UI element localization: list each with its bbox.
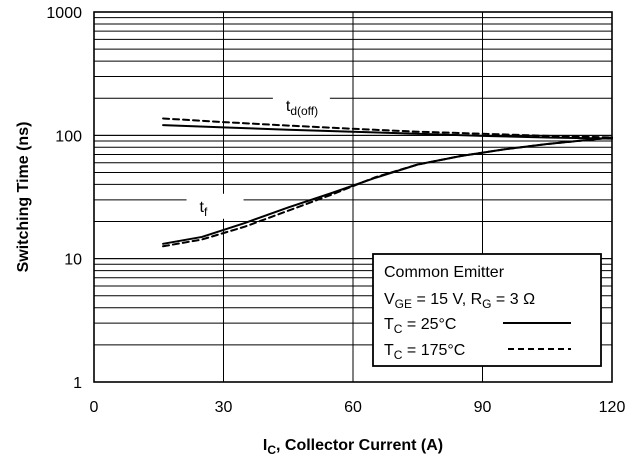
- text-span: = 25°C: [402, 316, 456, 333]
- annotation-background: [272, 92, 330, 118]
- x-axis-ticks: 0 30 60 90 120: [90, 399, 626, 416]
- annotation-subscript: f: [204, 204, 208, 218]
- annotation-background: [186, 193, 244, 219]
- plot-border: [93, 11, 613, 383]
- annotation-main: t: [286, 98, 291, 115]
- series-group: [162, 117, 613, 248]
- x-tick-label: 30: [215, 399, 233, 416]
- series-line-3: [162, 136, 613, 248]
- series-line-1: [162, 117, 613, 139]
- curve-annotation: td(off): [286, 98, 318, 118]
- x-axis-title-subscript: C: [267, 443, 276, 457]
- x-axis-title-main: I: [263, 437, 267, 454]
- subscript-text: GE: [395, 297, 412, 311]
- text-span: T: [384, 342, 394, 359]
- series-line-0: [162, 124, 613, 140]
- y-axis-ticks: 1 10 100 1000: [46, 5, 82, 392]
- subscript-text: G: [482, 297, 491, 311]
- x-tick-label: 90: [474, 399, 492, 416]
- text-span: = 175°C: [402, 342, 465, 359]
- curve-annotations: td(off)tf: [186, 92, 330, 219]
- x-tick-label: 120: [599, 399, 626, 416]
- x-tick-label: 0: [90, 399, 99, 416]
- y-tick-label: 10: [64, 252, 82, 269]
- text-span: = 15 V, R: [412, 291, 482, 308]
- subscript-text: C: [394, 322, 403, 336]
- legend-title: Common Emitter: [384, 264, 505, 281]
- text-span: T: [384, 316, 394, 333]
- series-line-2: [162, 136, 613, 245]
- x-axis-title: IC, Collector Current (A): [263, 437, 443, 457]
- legend-entry-text: TC = 25°C: [384, 316, 456, 336]
- subscript-text: C: [394, 348, 403, 362]
- x-tick-label: 60: [344, 399, 362, 416]
- y-tick-label: 1000: [46, 5, 82, 22]
- x-axis-title-rest: , Collector Current (A): [276, 437, 443, 454]
- y-tick-label: 100: [55, 128, 82, 145]
- text-span: = 3 Ω: [491, 291, 535, 308]
- y-tick-label: 1: [73, 375, 82, 392]
- curve-annotation: tf: [200, 199, 208, 219]
- legend-condition-text: VGE = 15 V, RG = 3 Ω: [384, 291, 535, 311]
- annotation-subscript: d(off): [290, 103, 318, 117]
- text-span: V: [384, 291, 395, 308]
- legend-box: [372, 253, 602, 367]
- legend-entry-text: TC = 175°C: [384, 342, 465, 362]
- y-axis-title: Switching Time (ns): [15, 122, 32, 273]
- annotation-main: t: [200, 199, 205, 216]
